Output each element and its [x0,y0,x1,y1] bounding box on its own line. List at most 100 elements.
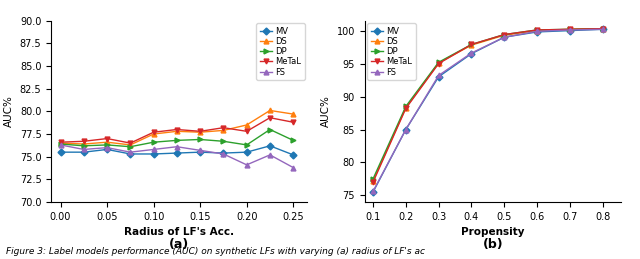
FS [468,52,476,55]
DP [599,27,607,30]
DP [435,61,442,64]
MV [80,151,88,154]
DS [566,28,574,31]
DP [566,28,574,31]
MeTaL [599,27,607,30]
DS [435,61,442,64]
DS [500,34,508,37]
FS [220,152,227,155]
MeTaL [243,130,250,133]
DS [369,179,377,183]
MV [196,151,204,154]
Line: DS: DS [371,26,605,183]
Legend: MV, DS, DP, MeTaL, FS: MV, DS, DP, MeTaL, FS [367,23,415,80]
FS [435,74,442,77]
MeTaL [500,33,508,36]
FS [599,28,607,31]
FS [127,151,134,154]
Line: FS: FS [58,142,296,170]
DP [57,142,65,146]
MeTaL [533,28,541,32]
DS [266,109,274,112]
MV [500,36,508,39]
FS [402,128,410,131]
DS [196,131,204,134]
MeTaL [103,137,111,140]
Line: FS: FS [371,27,605,194]
MV [243,151,250,154]
MeTaL [566,28,574,31]
MeTaL [127,141,134,145]
FS [369,190,377,193]
X-axis label: Radius of LF's Acc.: Radius of LF's Acc. [124,227,234,237]
MeTaL [468,43,476,46]
MV [173,152,180,155]
Line: MV: MV [58,143,296,157]
DP [103,143,111,146]
MeTaL [266,116,274,119]
Text: (a): (a) [169,238,189,251]
DS [220,129,227,132]
DP [243,143,250,146]
Text: Figure 3: Label models performance (AUC) on synthetic LFs with varying (a) radiu: Figure 3: Label models performance (AUC)… [6,247,426,256]
MeTaL [289,121,297,124]
MeTaL [220,126,227,129]
Y-axis label: AUC%: AUC% [4,95,14,127]
FS [566,28,574,32]
DP [369,177,377,181]
FS [57,143,65,146]
DP [173,139,180,142]
FS [243,163,250,167]
MV [266,144,274,147]
MV [57,151,65,154]
MV [220,152,227,155]
DS [127,143,134,146]
FS [289,166,297,169]
DP [402,105,410,108]
MeTaL [57,141,65,144]
MV [435,75,442,78]
MeTaL [196,130,204,133]
MV [468,52,476,55]
MeTaL [402,107,410,110]
Line: MeTaL: MeTaL [371,26,605,185]
DS [533,29,541,32]
DS [243,123,250,126]
MV [566,29,574,32]
FS [266,153,274,156]
Line: DP: DP [371,26,605,181]
DS [57,141,65,145]
DS [80,142,88,146]
DS [468,44,476,47]
MV [150,152,157,155]
DP [150,141,157,144]
DS [599,27,607,30]
FS [533,30,541,33]
DP [80,144,88,147]
DS [289,112,297,116]
DS [150,133,157,136]
Text: (b): (b) [483,238,503,251]
Line: MeTaL: MeTaL [58,115,296,146]
Y-axis label: AUC%: AUC% [321,95,331,127]
DP [468,43,476,46]
DS [402,106,410,109]
Legend: MV, DS, DP, MeTaL, FS: MV, DS, DP, MeTaL, FS [257,23,305,80]
MeTaL [435,62,442,65]
MeTaL [150,131,157,134]
MV [103,148,111,151]
MV [599,28,607,31]
X-axis label: Propensity: Propensity [461,227,525,237]
FS [150,148,157,151]
MV [369,191,377,194]
Line: DP: DP [58,127,296,149]
FS [196,149,204,152]
DP [196,138,204,141]
FS [173,145,180,148]
DP [266,128,274,131]
MeTaL [173,128,180,131]
DP [289,139,297,142]
DP [220,140,227,143]
MeTaL [369,181,377,184]
MV [127,152,134,155]
